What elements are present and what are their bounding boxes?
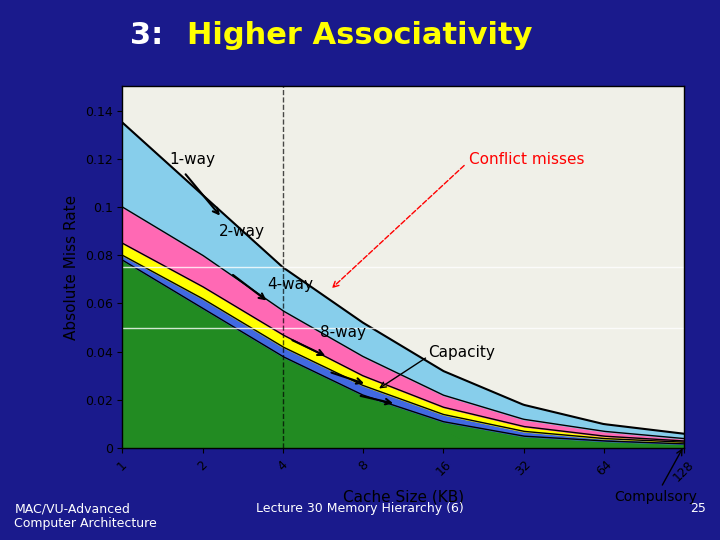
Text: 2-way: 2-way bbox=[219, 224, 265, 239]
X-axis label: Cache Size (KB): Cache Size (KB) bbox=[343, 489, 464, 504]
Text: MAC/VU-Advanced
Computer Architecture: MAC/VU-Advanced Computer Architecture bbox=[14, 502, 157, 530]
Text: 1-way: 1-way bbox=[169, 152, 215, 166]
Text: 25: 25 bbox=[690, 502, 706, 515]
Text: 4-way: 4-way bbox=[267, 277, 313, 292]
Text: 3:: 3: bbox=[130, 21, 174, 50]
Y-axis label: Absolute Miss Rate: Absolute Miss Rate bbox=[64, 195, 79, 340]
Text: Higher Associativity: Higher Associativity bbox=[187, 21, 533, 50]
Text: Capacity: Capacity bbox=[428, 345, 495, 360]
Text: Compulsory: Compulsory bbox=[614, 450, 697, 504]
Text: 8-way: 8-way bbox=[320, 325, 366, 340]
Text: Lecture 30 Memory Hierarchy (6): Lecture 30 Memory Hierarchy (6) bbox=[256, 502, 464, 515]
Text: Conflict misses: Conflict misses bbox=[469, 152, 585, 166]
